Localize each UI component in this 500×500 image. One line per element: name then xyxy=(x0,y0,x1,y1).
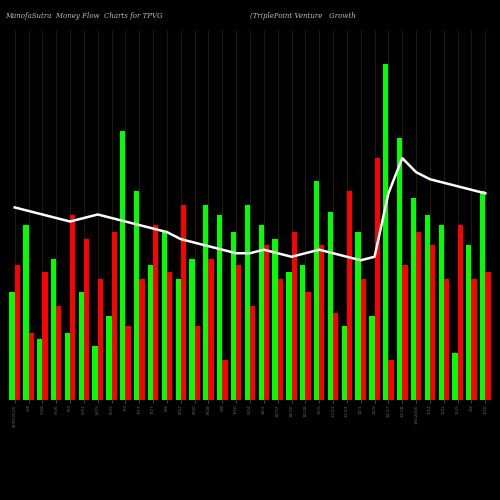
Bar xyxy=(486,272,490,400)
Bar xyxy=(148,266,153,400)
Bar xyxy=(272,238,278,400)
Bar xyxy=(92,346,98,400)
Bar xyxy=(328,212,333,400)
Bar xyxy=(347,192,352,400)
Bar xyxy=(370,316,374,400)
Bar xyxy=(236,266,242,400)
Bar xyxy=(112,232,117,400)
Bar xyxy=(51,258,56,400)
Bar xyxy=(333,312,338,400)
Bar xyxy=(438,225,444,400)
Bar xyxy=(416,232,422,400)
Bar xyxy=(98,279,103,400)
Bar xyxy=(181,205,186,400)
Bar xyxy=(231,232,236,400)
Bar xyxy=(24,225,28,400)
Bar xyxy=(65,332,70,400)
Bar xyxy=(430,246,435,400)
Bar xyxy=(10,292,14,400)
Bar xyxy=(14,266,20,400)
Text: (TriplePoint Venture   Growth: (TriplePoint Venture Growth xyxy=(250,12,356,20)
Bar xyxy=(176,279,181,400)
Bar xyxy=(278,279,283,400)
Bar xyxy=(383,64,388,400)
Bar xyxy=(411,198,416,400)
Bar xyxy=(70,215,75,400)
Bar xyxy=(153,225,158,400)
Bar xyxy=(84,238,89,400)
Bar xyxy=(306,292,310,400)
Bar xyxy=(78,292,84,400)
Bar xyxy=(126,326,130,400)
Bar xyxy=(37,340,43,400)
Bar xyxy=(42,272,48,400)
Bar xyxy=(167,272,172,400)
Bar xyxy=(360,279,366,400)
Bar xyxy=(250,306,256,400)
Bar xyxy=(208,258,214,400)
Bar xyxy=(28,332,34,400)
Bar xyxy=(356,232,360,400)
Bar xyxy=(472,279,476,400)
Bar xyxy=(300,266,306,400)
Bar xyxy=(342,326,347,400)
Bar xyxy=(140,279,144,400)
Bar xyxy=(222,360,228,400)
Bar xyxy=(314,182,319,400)
Bar xyxy=(56,306,62,400)
Bar xyxy=(203,205,208,400)
Bar xyxy=(374,158,380,400)
Bar xyxy=(217,215,222,400)
Bar xyxy=(388,360,394,400)
Bar xyxy=(244,205,250,400)
Bar xyxy=(466,246,471,400)
Bar xyxy=(452,353,458,400)
Bar xyxy=(264,246,269,400)
Bar xyxy=(194,326,200,400)
Bar xyxy=(402,266,407,400)
Bar xyxy=(190,258,194,400)
Bar xyxy=(258,225,264,400)
Bar xyxy=(120,131,126,400)
Text: ManofaSutra  Money Flow  Charts for TPVG: ManofaSutra Money Flow Charts for TPVG xyxy=(5,12,162,20)
Bar xyxy=(424,215,430,400)
Bar xyxy=(319,246,324,400)
Bar xyxy=(397,138,402,400)
Bar xyxy=(444,279,449,400)
Bar xyxy=(286,272,292,400)
Bar xyxy=(458,225,463,400)
Bar xyxy=(162,232,167,400)
Bar xyxy=(134,192,140,400)
Bar xyxy=(292,232,297,400)
Bar xyxy=(480,192,486,400)
Bar xyxy=(106,316,112,400)
